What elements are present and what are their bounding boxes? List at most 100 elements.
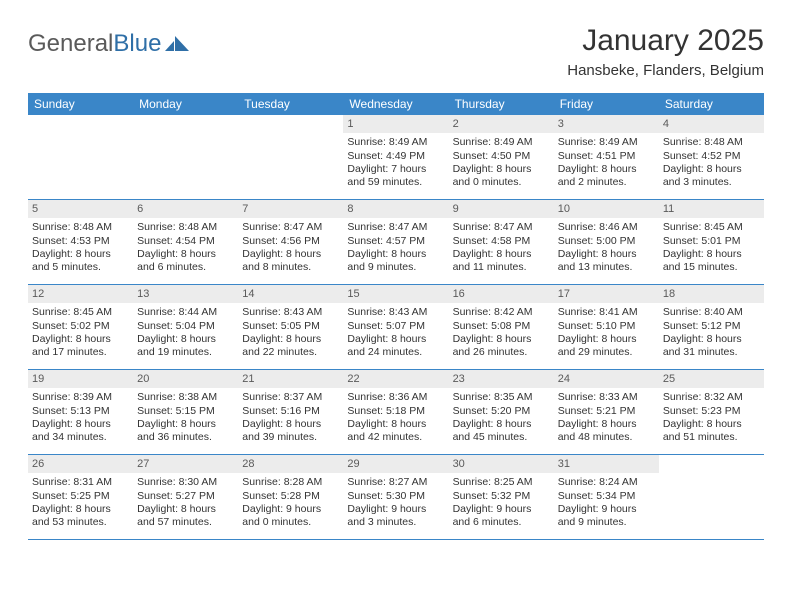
day-number: 23: [449, 370, 554, 388]
daylight-text: Daylight: 8 hours and 8 minutes.: [242, 248, 339, 275]
day-cell: 12Sunrise: 8:45 AMSunset: 5:02 PMDayligh…: [28, 285, 133, 369]
daylight-text: Daylight: 8 hours and 3 minutes.: [663, 163, 760, 190]
sunset-text: Sunset: 5:28 PM: [242, 490, 339, 503]
header: GeneralBlue January 2025 Hansbeke, Fland…: [28, 24, 764, 79]
day-cell: 29Sunrise: 8:27 AMSunset: 5:30 PMDayligh…: [343, 455, 448, 539]
daylight-text: Daylight: 8 hours and 6 minutes.: [137, 248, 234, 275]
sunrise-text: Sunrise: 8:40 AM: [663, 306, 760, 319]
day-number: 11: [659, 200, 764, 218]
weekday-saturday: Saturday: [659, 93, 764, 115]
day-number: 5: [28, 200, 133, 218]
day-number: 18: [659, 285, 764, 303]
sunrise-text: Sunrise: 8:42 AM: [453, 306, 550, 319]
weekday-monday: Monday: [133, 93, 238, 115]
day-cell: 2Sunrise: 8:49 AMSunset: 4:50 PMDaylight…: [449, 115, 554, 199]
day-number: 25: [659, 370, 764, 388]
brand-part2: Blue: [113, 30, 161, 58]
daylight-text: Daylight: 7 hours and 59 minutes.: [347, 163, 444, 190]
day-number: 14: [238, 285, 343, 303]
week-row: 19Sunrise: 8:39 AMSunset: 5:13 PMDayligh…: [28, 370, 764, 455]
brand-part1: General: [28, 30, 113, 58]
daylight-text: Daylight: 8 hours and 57 minutes.: [137, 503, 234, 530]
sunset-text: Sunset: 4:50 PM: [453, 150, 550, 163]
sunrise-text: Sunrise: 8:47 AM: [347, 221, 444, 234]
location-subtitle: Hansbeke, Flanders, Belgium: [567, 62, 764, 79]
day-cell: 13Sunrise: 8:44 AMSunset: 5:04 PMDayligh…: [133, 285, 238, 369]
day-number: 22: [343, 370, 448, 388]
sunset-text: Sunset: 4:52 PM: [663, 150, 760, 163]
day-cell: 22Sunrise: 8:36 AMSunset: 5:18 PMDayligh…: [343, 370, 448, 454]
calendar-grid: Sunday Monday Tuesday Wednesday Thursday…: [28, 93, 764, 540]
title-block: January 2025 Hansbeke, Flanders, Belgium: [567, 24, 764, 79]
day-number: 10: [554, 200, 659, 218]
day-cell: 23Sunrise: 8:35 AMSunset: 5:20 PMDayligh…: [449, 370, 554, 454]
day-number: 21: [238, 370, 343, 388]
daylight-text: Daylight: 9 hours and 9 minutes.: [558, 503, 655, 530]
weekday-tuesday: Tuesday: [238, 93, 343, 115]
sunrise-text: Sunrise: 8:44 AM: [137, 306, 234, 319]
daylight-text: Daylight: 8 hours and 24 minutes.: [347, 333, 444, 360]
day-number: 20: [133, 370, 238, 388]
week-row: 5Sunrise: 8:48 AMSunset: 4:53 PMDaylight…: [28, 200, 764, 285]
week-row: 26Sunrise: 8:31 AMSunset: 5:25 PMDayligh…: [28, 455, 764, 540]
sunset-text: Sunset: 5:15 PM: [137, 405, 234, 418]
sunset-text: Sunset: 5:04 PM: [137, 320, 234, 333]
sunrise-text: Sunrise: 8:37 AM: [242, 391, 339, 404]
sunrise-text: Sunrise: 8:49 AM: [453, 136, 550, 149]
day-number: 7: [238, 200, 343, 218]
day-number: 8: [343, 200, 448, 218]
sunrise-text: Sunrise: 8:25 AM: [453, 476, 550, 489]
sunset-text: Sunset: 4:58 PM: [453, 235, 550, 248]
daylight-text: Daylight: 8 hours and 9 minutes.: [347, 248, 444, 275]
day-cell: 25Sunrise: 8:32 AMSunset: 5:23 PMDayligh…: [659, 370, 764, 454]
day-cell: [238, 115, 343, 199]
sunrise-text: Sunrise: 8:45 AM: [32, 306, 129, 319]
sunset-text: Sunset: 5:01 PM: [663, 235, 760, 248]
weekday-friday: Friday: [554, 93, 659, 115]
sunrise-text: Sunrise: 8:46 AM: [558, 221, 655, 234]
day-number: 24: [554, 370, 659, 388]
day-cell: [28, 115, 133, 199]
daylight-text: Daylight: 8 hours and 11 minutes.: [453, 248, 550, 275]
day-cell: 1Sunrise: 8:49 AMSunset: 4:49 PMDaylight…: [343, 115, 448, 199]
sunset-text: Sunset: 5:08 PM: [453, 320, 550, 333]
sunrise-text: Sunrise: 8:43 AM: [242, 306, 339, 319]
day-number: 31: [554, 455, 659, 473]
sunset-text: Sunset: 5:18 PM: [347, 405, 444, 418]
daylight-text: Daylight: 9 hours and 6 minutes.: [453, 503, 550, 530]
day-number: 12: [28, 285, 133, 303]
daylight-text: Daylight: 8 hours and 17 minutes.: [32, 333, 129, 360]
sunset-text: Sunset: 5:05 PM: [242, 320, 339, 333]
weekday-wednesday: Wednesday: [343, 93, 448, 115]
day-number: 29: [343, 455, 448, 473]
sunrise-text: Sunrise: 8:28 AM: [242, 476, 339, 489]
day-cell: 31 Sunrise: 8:24 AMSunset: 5:34 PMDayligh…: [554, 455, 659, 539]
sunset-text: Sunset: 5:32 PM: [453, 490, 550, 503]
brand-logo: GeneralBlue: [28, 24, 191, 58]
day-cell: 27Sunrise: 8:30 AMSunset: 5:27 PMDayligh…: [133, 455, 238, 539]
sunrise-text: Sunrise: 8:24 AM: [558, 476, 655, 489]
daylight-text: Daylight: 8 hours and 39 minutes.: [242, 418, 339, 445]
sunset-text: Sunset: 5:12 PM: [663, 320, 760, 333]
sunset-text: Sunset: 5:34 PM: [558, 490, 655, 503]
day-number: 19: [28, 370, 133, 388]
daylight-text: Daylight: 8 hours and 13 minutes.: [558, 248, 655, 275]
daylight-text: Daylight: 8 hours and 48 minutes.: [558, 418, 655, 445]
sunrise-text: Sunrise: 8:27 AM: [347, 476, 444, 489]
sunset-text: Sunset: 5:23 PM: [663, 405, 760, 418]
sunset-text: Sunset: 5:20 PM: [453, 405, 550, 418]
daylight-text: Daylight: 8 hours and 51 minutes.: [663, 418, 760, 445]
day-number: 28: [238, 455, 343, 473]
sunrise-text: Sunrise: 8:30 AM: [137, 476, 234, 489]
sunrise-text: Sunrise: 8:48 AM: [32, 221, 129, 234]
sunset-text: Sunset: 5:25 PM: [32, 490, 129, 503]
sunrise-text: Sunrise: 8:38 AM: [137, 391, 234, 404]
page-title: January 2025: [567, 24, 764, 58]
day-cell: [659, 455, 764, 539]
day-cell: 18 Sunrise: 8:40 AMSunset: 5:12 PMDayligh…: [659, 285, 764, 369]
day-cell: 7Sunrise: 8:47 AMSunset: 4:56 PMDaylight…: [238, 200, 343, 284]
day-cell: 17Sunrise: 8:41 AMSunset: 5:10 PMDayligh…: [554, 285, 659, 369]
day-number: 4: [659, 115, 764, 133]
week-row: 1Sunrise: 8:49 AMSunset: 4:49 PMDaylight…: [28, 115, 764, 200]
daylight-text: Daylight: 8 hours and 31 minutes.: [663, 333, 760, 360]
